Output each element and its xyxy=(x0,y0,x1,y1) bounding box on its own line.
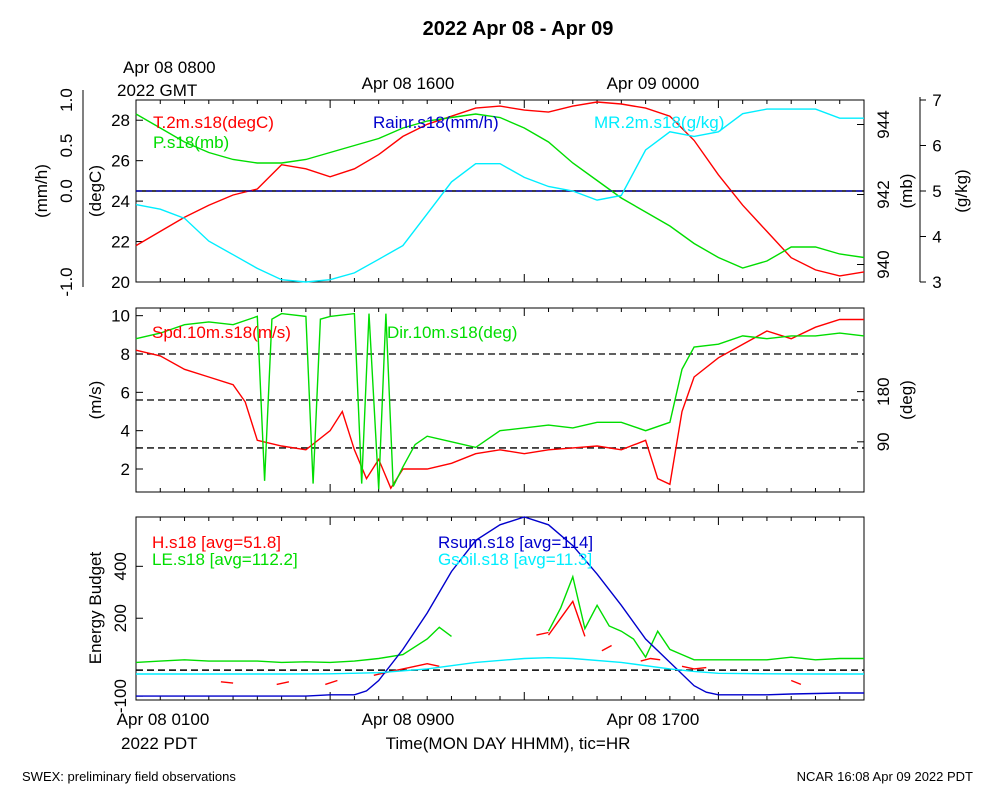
h-series-line-6 xyxy=(601,644,612,652)
ms-tick-label: 8 xyxy=(121,345,130,364)
time-label-gmt-second: Apr 08 1600 xyxy=(362,74,455,93)
gkg-tick-label: 3 xyxy=(932,273,941,292)
ms-tick-label: 2 xyxy=(121,460,130,479)
deg-axis-title: (deg) xyxy=(897,380,916,420)
gkg-tick-label: 4 xyxy=(932,228,941,247)
le-series-line-seg-0 xyxy=(135,626,452,664)
mmh-tick-label: 1.0 xyxy=(57,88,76,112)
time-label-gmt-year: 2022 GMT xyxy=(117,81,197,100)
h-series-line-5 xyxy=(547,599,586,637)
degc-axis-title: (degC) xyxy=(86,165,105,217)
bottom-legend-entry: Rsum.s18 [avg=114] xyxy=(438,533,593,552)
h-series-line-0 xyxy=(220,681,234,684)
mb-tick-label: 942 xyxy=(874,180,893,208)
h-series-line-1 xyxy=(276,681,290,686)
mmh-axis-title: (mm/h) xyxy=(32,164,51,218)
h-series-line-2 xyxy=(325,679,338,686)
h-series-line-4 xyxy=(536,631,549,636)
h-series-line-8 xyxy=(681,665,707,670)
rsum-series-line xyxy=(136,516,864,697)
gkg-tick-label: 6 xyxy=(932,137,941,156)
h-series-line-7 xyxy=(640,657,661,662)
footer-right: NCAR 16:08 Apr 09 2022 PDT xyxy=(797,769,973,784)
time-label-pdt-year: 2022 PDT xyxy=(121,734,198,753)
degc-tick-label: 28 xyxy=(111,111,130,130)
degc-tick-label: 24 xyxy=(111,192,130,211)
top-legend-entry: T.2m.s18(degC) xyxy=(153,113,274,132)
footer-left: SWEX: preliminary field observations xyxy=(22,769,236,784)
p-series-line xyxy=(135,113,865,269)
gkg-tick-label: 7 xyxy=(932,91,941,110)
ms-tick-label: 4 xyxy=(121,422,130,441)
mb-tick-label: 944 xyxy=(874,110,893,138)
le-series-line-seg-1 xyxy=(547,574,864,661)
top-legend-entry: P.s18(mb) xyxy=(153,133,229,152)
mb-tick-label: 940 xyxy=(874,250,893,278)
figure-title: 2022 Apr 08 - Apr 09 xyxy=(423,18,614,40)
ms-axis-title: (m/s) xyxy=(86,381,105,420)
h-series-line-9 xyxy=(790,679,802,686)
energy-tick-label: 200 xyxy=(111,604,130,632)
bottom-legend-entry: LE.s18 [avg=112.2] xyxy=(152,550,298,569)
degc-tick-label: 22 xyxy=(111,233,130,252)
degc-tick-label: 26 xyxy=(111,152,130,171)
gkg-axis-title: (g/kg) xyxy=(952,169,971,212)
time-label-pdt-second: Apr 08 0900 xyxy=(362,710,455,729)
energy-axis-title: Energy Budget xyxy=(86,551,105,664)
dir-series-line xyxy=(135,312,865,490)
energy-tick-label: 400 xyxy=(111,552,130,580)
time-label-gmt-third: Apr 09 0000 xyxy=(607,74,700,93)
gkg-tick-label: 5 xyxy=(932,182,941,201)
panel-middle: 2 4 6 8 10 90 180 (m/s) (deg) Spd.10m.s18(m/s) Dir… xyxy=(86,307,916,493)
mmh-tick-label: 0.5 xyxy=(57,134,76,158)
mmh-tick-label: 0.0 xyxy=(57,179,76,203)
mmh-tick-label: -1.0 xyxy=(57,267,76,296)
panel-bottom: -100 200 400 Energy Budget H.s18 [avg=51.8]L… xyxy=(86,516,865,713)
time-label-pdt-third: Apr 08 1700 xyxy=(607,710,700,729)
mb-axis-title: (mb) xyxy=(897,174,916,209)
gsoil-series-line xyxy=(136,656,864,675)
middle-legend-entry: Spd.10m.s18(m/s) xyxy=(152,323,291,342)
panel-top: 20 22 24 26 28 -1.0 0.0 0.5 1.0 940 942 944 3 4 5 6 7 (mm… xyxy=(32,88,971,296)
degc-tick-label: 20 xyxy=(111,273,130,292)
energy-tick-label: -100 xyxy=(111,679,130,713)
top-legend-entry: Rainr.s18(mm/h) xyxy=(373,113,499,132)
middle-legend-entry: Dir.10m.s18(deg) xyxy=(387,323,517,342)
t-series-line xyxy=(135,101,865,277)
time-label-pdt-first: Apr 08 0100 xyxy=(117,710,210,729)
mr-series-line xyxy=(135,108,864,283)
bottom-legend-entry: Gsoil.s18 [avg=11.3] xyxy=(438,550,592,569)
x-axis-label: Time(MON DAY HHMM), tic=HR xyxy=(386,734,631,753)
time-label-gmt-first: Apr 08 0800 xyxy=(123,58,216,77)
deg-tick-label: 90 xyxy=(874,432,893,451)
top-legend-entry: MR.2m.s18(g/kg) xyxy=(594,113,724,132)
bottom-legend-entry: H.s18 [avg=51.8] xyxy=(152,533,281,552)
spd-series-line xyxy=(135,318,864,490)
ms-tick-label: 10 xyxy=(111,307,130,326)
deg-tick-label: 180 xyxy=(874,377,893,405)
ms-tick-label: 6 xyxy=(121,383,130,402)
